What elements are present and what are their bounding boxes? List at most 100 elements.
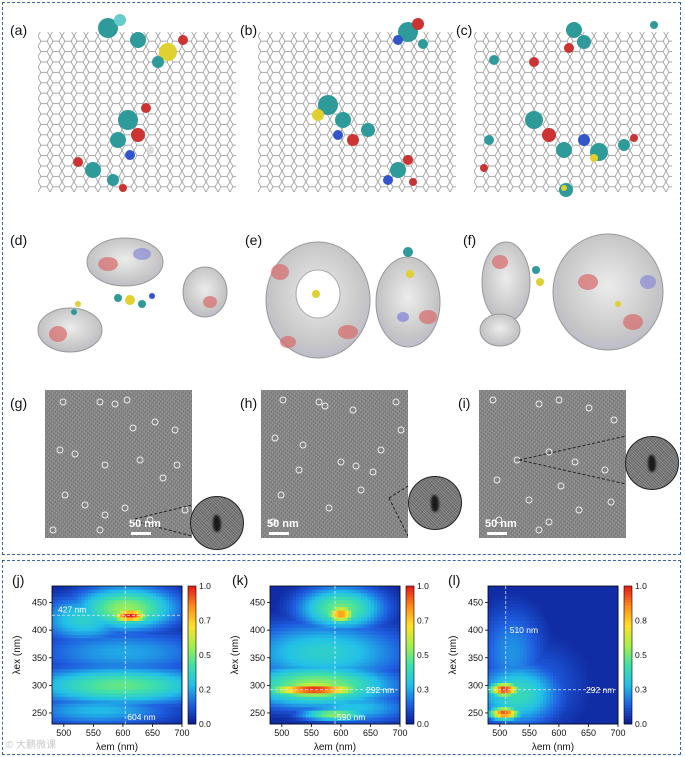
heatmap-cell [315,696,320,701]
heatmap-cell [139,644,144,649]
heatmap-cell [572,603,577,608]
heatmap-cell [130,648,134,652]
heatmap-cell [364,644,368,649]
heatmap-cell [156,713,160,718]
heatmap-cell [335,648,339,652]
heatmap-cell [520,661,525,666]
heatmap-cell [536,675,541,680]
heatmap-cell [585,686,590,690]
heatmap-cell [270,627,274,632]
heatmap-cell [338,627,342,632]
heatmap-cell [113,586,118,590]
heatmap-cell [68,720,72,725]
heatmap-cell [302,603,307,608]
heatmap-cell [162,630,167,635]
heatmap-cell [367,696,372,701]
heatmap-cell [159,665,163,670]
heatmap-cell [130,589,134,594]
heatmap-cell [71,672,76,677]
heatmap-cell [276,713,281,718]
colorbar-segment [406,668,414,672]
heatmap-cell [107,692,111,697]
heatmap-cell [549,637,554,642]
heatmap-cell [68,586,72,590]
heatmap-cell [536,668,541,673]
heatmap-cell [149,637,154,642]
heatmap-cell [139,648,144,652]
heatmap-cell [276,586,281,590]
heatmap-cell [614,655,619,659]
heatmap-cell [143,651,147,656]
heatmap-cell [592,686,596,690]
heatmap-cell [52,596,56,601]
heatmap-cell [488,603,492,608]
heatmap-cell [146,617,150,621]
heatmap-cell [139,665,144,670]
heatmap-cell [566,686,570,690]
heatmap-cell [488,641,492,646]
heatmap-cell [100,644,105,649]
heatmap-cell [315,648,320,652]
heatmap-cell [579,665,583,670]
heatmap-cell [527,717,531,721]
heatmap-cell [517,682,521,687]
heatmap-cell [55,696,59,701]
excitation-marker-label: 427 nm [58,604,86,614]
heatmap-cell [549,627,554,632]
heatmap-cell [91,686,95,690]
heatmap-cell [286,651,290,656]
colorbar-segment [406,679,414,683]
heatmap-cell [533,589,538,594]
heatmap-cell [380,668,385,673]
heatmap-cell [107,596,111,601]
heatmap-cell [169,606,173,611]
heatmap-cell [367,692,372,697]
heatmap-cell [152,661,157,666]
colorbar-segment [188,685,196,689]
heatmap-cell [348,710,352,715]
heatmap-cell [367,668,372,673]
heatmap-cell [126,603,131,608]
heatmap-cell [377,675,381,680]
heatmap-cell [97,720,102,725]
heatmap-cell [273,613,277,618]
heatmap-cell [562,596,567,601]
heatmap-cell [312,599,316,604]
heatmap-cell [510,689,515,694]
heatmap-cell [299,661,303,666]
heatmap-cell [52,617,56,621]
heatmap-cell [331,658,336,663]
heatmap-cell [582,610,586,614]
heatmap-cell [71,686,76,690]
heatmap-cell [533,692,538,697]
heatmap-cell [335,713,339,718]
heatmap-cell [130,713,134,718]
heatmap-cell [562,668,567,673]
heatmap-cell [61,599,66,604]
heatmap-cell [377,620,381,625]
heatmap-cell [97,606,102,611]
heatmap-cell [344,655,349,659]
heatmap-cell [318,644,323,649]
colorbar-segment [406,597,414,601]
heatmap-cell [611,661,616,666]
heatmap-cell [325,641,329,646]
heatmap-cell [100,713,105,718]
heatmap-cell [283,623,287,628]
heatmap-cell [504,672,508,677]
heatmap-cell [364,699,368,704]
heatmap-cell [517,620,521,625]
heatmap-cell [510,623,515,628]
heatmap-cell [614,648,619,652]
heatmap-cell [540,661,544,666]
heatmap-cell [601,630,606,635]
heatmap-cell [107,703,111,708]
heatmap-cell [582,603,586,608]
heatmap-cell [585,692,590,697]
heatmap-cell [286,696,290,701]
heatmap-cell [569,675,573,680]
heatmap-cell [305,689,310,694]
heatmap-cell [97,592,102,597]
heatmap-cell [143,617,147,621]
heatmap-cell [523,589,528,594]
